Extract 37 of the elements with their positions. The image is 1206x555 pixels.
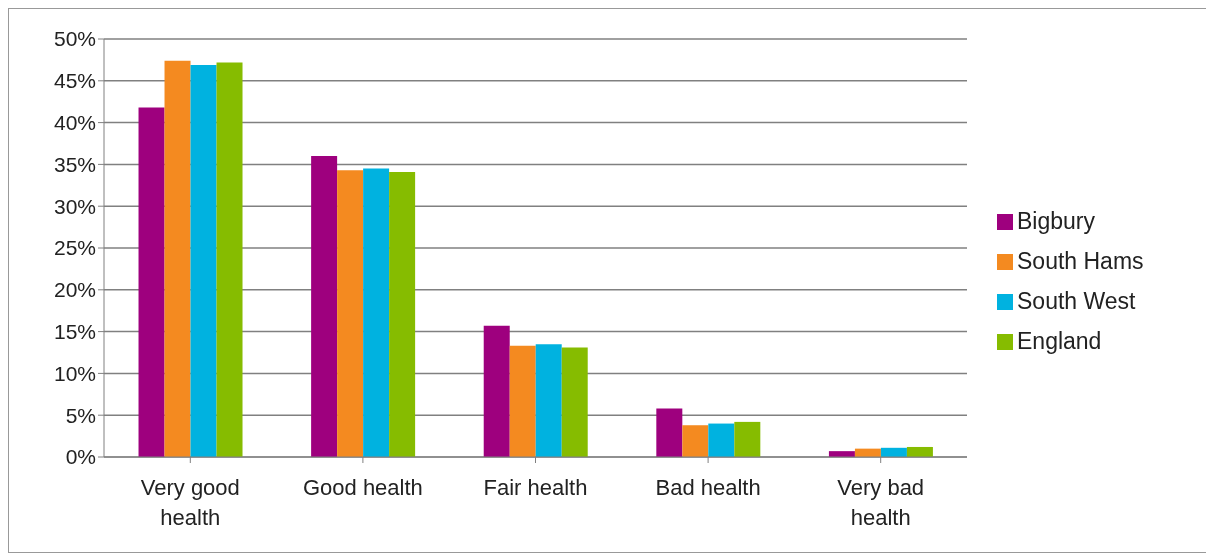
legend-label: Bigbury	[1017, 207, 1095, 234]
bar	[311, 156, 338, 457]
y-tick-label: 30%	[53, 194, 96, 218]
x-tick-label: Bad health	[655, 475, 761, 500]
bar	[190, 64, 217, 457]
bar	[682, 425, 709, 457]
bar	[164, 60, 191, 457]
legend-label: South Hams	[1017, 247, 1144, 274]
y-tick-label: 45%	[53, 69, 96, 93]
bar	[906, 446, 933, 457]
y-tick-label: 20%	[53, 278, 96, 302]
y-tick-label: 50%	[53, 27, 96, 51]
legend-label: South West	[1017, 287, 1136, 314]
x-tick-label: Good health	[302, 475, 423, 500]
x-tick-label: Very bad health	[837, 475, 925, 530]
bar	[708, 423, 735, 457]
y-tick-label: 40%	[53, 111, 96, 135]
legend-label: England	[1017, 327, 1102, 354]
y-tick-label: 0%	[65, 445, 96, 469]
bar	[216, 62, 243, 457]
y-tick-label: 15%	[53, 320, 96, 344]
bar	[389, 171, 416, 457]
bar	[509, 345, 536, 457]
bar	[561, 347, 588, 457]
x-tick-label: Fair health	[483, 475, 588, 500]
bar	[535, 344, 562, 457]
y-tick-label: 10%	[53, 361, 96, 385]
bar	[734, 421, 761, 457]
bar	[337, 170, 364, 457]
bar	[656, 408, 683, 457]
y-tick-label: 35%	[53, 152, 96, 176]
y-tick-label: 25%	[53, 236, 96, 260]
bar	[138, 107, 165, 457]
y-tick-label: 5%	[65, 403, 96, 427]
bar	[483, 325, 510, 457]
bar	[363, 168, 390, 457]
x-tick-label: Very good health	[140, 475, 240, 530]
